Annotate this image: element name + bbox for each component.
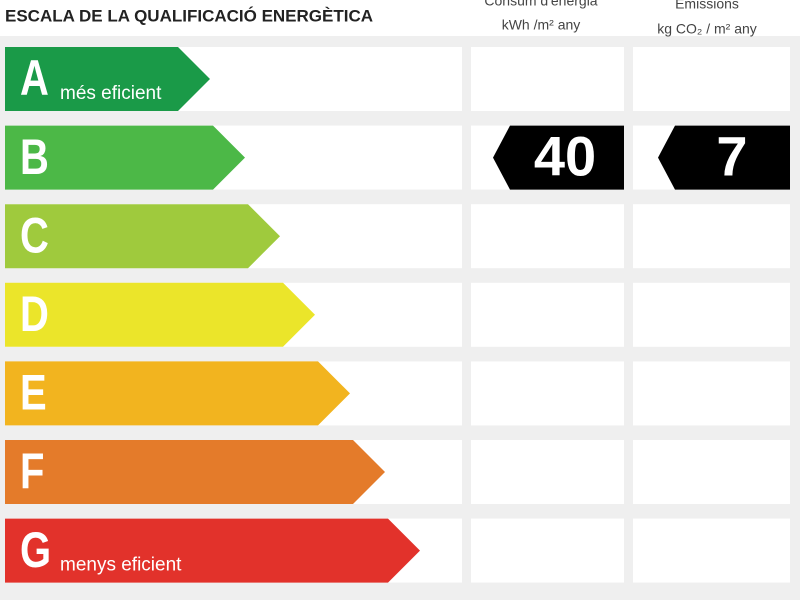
rating-arrow [5,282,315,347]
rating-letter: G [20,522,51,578]
consumption-cell [471,282,624,347]
rating-arrow [5,361,350,426]
rating-letter: E [20,364,47,420]
rating-label: més eficient [60,83,162,104]
rating-letter: F [20,443,44,499]
emissions-value: 7 [716,124,747,187]
column-title: Emissions [675,0,739,12]
title: ESCALA DE LA QUALIFICACIÓ ENERGÈTICA [5,6,373,25]
consumption-cell [471,204,624,269]
emissions-cell [633,47,790,111]
watermark: habitaclia [345,281,455,311]
rating-letter: C [20,207,49,263]
column-unit: kg CO₂ / m² any [657,21,757,37]
rating-arrow [5,204,280,269]
column-title: Consum d'energia [484,0,597,9]
consumption-cell [471,361,624,426]
consumption-cell [471,440,624,504]
consumption-marker [493,125,624,190]
emissions-cell [633,440,790,504]
rating-arrow [5,440,385,504]
emissions-cell [633,204,790,269]
rating-letter: A [20,50,49,106]
rating-arrow [5,518,420,583]
rating-label: menys eficient [60,555,182,576]
column-unit: kWh /m² any [502,17,581,33]
emissions-cell [633,361,790,426]
watermark: LUCAS FOX [362,329,437,344]
rating-letter: B [20,129,49,185]
rating-arrow [5,47,210,111]
rating-letter: D [20,286,49,342]
emissions-marker [658,125,790,190]
emissions-cell [633,282,790,347]
consumption-value: 40 [534,124,596,187]
rating-arrow [5,125,245,190]
consumption-cell [471,518,624,583]
emissions-cell [633,518,790,583]
consumption-cell [471,47,624,111]
